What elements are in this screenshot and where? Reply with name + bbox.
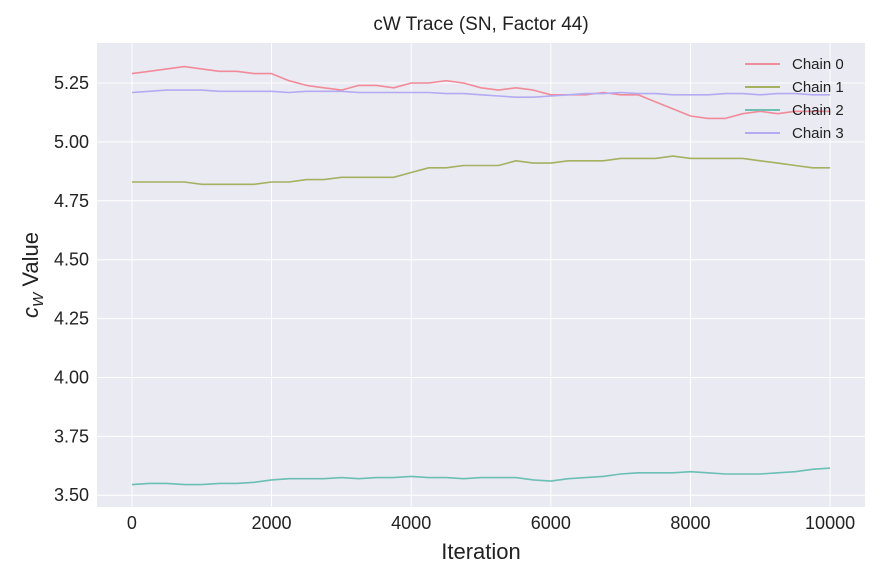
legend: Chain 0 Chain 1 Chain 2 Chain 3 <box>745 56 844 142</box>
x-tick-label: 0 <box>127 513 137 533</box>
x-tick-label: 2000 <box>252 513 292 533</box>
series-line-chain-3 <box>131 89 831 98</box>
grid-lines <box>97 43 865 507</box>
y-tick-label: 5.00 <box>54 132 89 152</box>
legend-label: Chain 1 <box>792 79 844 96</box>
x-tick-label: 6000 <box>531 513 571 533</box>
y-tick-label: 4.75 <box>54 191 89 211</box>
y-axis-label-subscript: W <box>30 291 47 307</box>
x-tick-label: 4000 <box>391 513 431 533</box>
y-tick-label: 4.00 <box>54 367 89 387</box>
y-tick-label: 5.25 <box>54 73 89 93</box>
series-line-chain-1 <box>131 155 831 186</box>
series-lines <box>131 65 831 486</box>
y-tick-label: 3.50 <box>54 485 89 505</box>
x-tick-label: 8000 <box>670 513 710 533</box>
legend-label: Chain 2 <box>792 102 844 119</box>
x-axis-ticks: 0 2000 4000 6000 8000 10000 <box>127 513 855 533</box>
x-tick-label: 10000 <box>805 513 855 533</box>
chart-title: cW Trace (SN, Factor 44) <box>373 14 588 35</box>
x-axis-label: Iteration <box>441 539 521 564</box>
plot-background <box>97 43 865 507</box>
y-axis-ticks: 3.50 3.75 4.00 4.25 4.50 4.75 5.00 5.25 <box>54 73 89 505</box>
y-tick-label: 4.50 <box>54 250 89 270</box>
legend-label: Chain 3 <box>792 125 844 142</box>
legend-label: Chain 0 <box>792 56 844 73</box>
y-axis-label-text: Value <box>18 232 43 293</box>
y-tick-label: 4.25 <box>54 309 89 329</box>
series-line-chain-0 <box>131 65 831 120</box>
y-axis-label: cW Value <box>18 232 47 318</box>
series-line-chain-2 <box>131 467 831 486</box>
y-tick-label: 3.75 <box>54 426 89 446</box>
y-axis-label-symbol: c <box>18 307 43 318</box>
